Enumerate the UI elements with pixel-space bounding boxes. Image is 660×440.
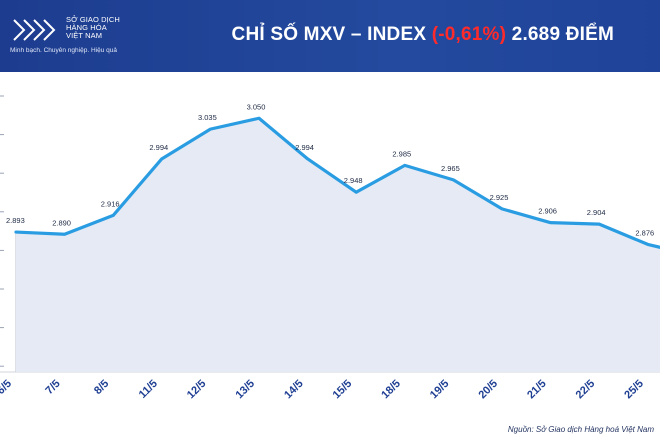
x-tick-label: 15/5 bbox=[331, 378, 355, 402]
data-label: 2.994 bbox=[295, 143, 314, 152]
data-label: 2.994 bbox=[149, 143, 168, 152]
data-label: 2.985 bbox=[392, 149, 411, 158]
x-tick-label: 8/5 bbox=[92, 378, 111, 397]
logo-text-line1: SỞ GIAO DỊCH bbox=[66, 15, 120, 24]
header-bar: SỞ GIAO DỊCH HÀNG HÓA VIỆT NAM Minh bạch… bbox=[0, 0, 660, 72]
data-label: 2.948 bbox=[344, 176, 363, 185]
x-tick-label: 13/5 bbox=[233, 378, 257, 402]
title-change: (-0,61%) bbox=[431, 24, 507, 45]
x-tick-label: 20/5 bbox=[476, 378, 500, 402]
y-axis-ticks bbox=[0, 95, 4, 367]
data-label: 2.965 bbox=[441, 164, 460, 173]
data-label: 2.890 bbox=[52, 218, 71, 227]
x-tick-label: 22/5 bbox=[574, 378, 598, 402]
data-label: 2.906 bbox=[538, 207, 557, 216]
data-label: 2.925 bbox=[490, 193, 509, 202]
data-label: 2.904 bbox=[587, 208, 606, 217]
logo-text-line3: VIỆT NAM bbox=[66, 31, 103, 40]
title-value: 2.689 ĐIỂM bbox=[511, 24, 614, 45]
x-tick-label: 25/5 bbox=[622, 378, 646, 402]
series-line bbox=[14, 116, 660, 249]
logo-mark-icon bbox=[13, 19, 56, 41]
mxv-logo: SỞ GIAO DỊCH HÀNG HÓA VIỆT NAM Minh bạch… bbox=[10, 14, 160, 64]
data-label: 2.876 bbox=[635, 228, 654, 237]
area-layer bbox=[16, 118, 660, 372]
x-tick-label: 6/5 bbox=[0, 378, 14, 397]
data-label: 2.916 bbox=[101, 199, 120, 208]
x-tick-label: 7/5 bbox=[43, 378, 62, 397]
data-label: 2.893 bbox=[6, 216, 25, 225]
x-tick-label: 19/5 bbox=[428, 378, 452, 402]
x-axis-labels: 6/5 7/5 8/5 11/5 12/5 13/5 14/5 15/5 18/5 19/5 20/… bbox=[0, 378, 646, 402]
data-label: 3.035 bbox=[198, 113, 217, 122]
data-labels: 2.893 2.890 2.916 2.994 3.035 3.050 2.994 2.948… bbox=[6, 102, 654, 237]
x-tick-label: 14/5 bbox=[282, 378, 306, 402]
chart-title: CHỈ SỐ MXV – INDEX (-0,61%) 2.689 ĐIỂM bbox=[232, 24, 614, 46]
x-tick-label: 21/5 bbox=[525, 378, 549, 402]
source-note: Nguồn: Sở Giao dịch Hàng hoá Việt Nam bbox=[507, 425, 654, 434]
logo-tagline: Minh bạch. Chuyên nghiệp. Hiệu quả bbox=[10, 47, 117, 54]
x-tick-label: 12/5 bbox=[185, 378, 209, 402]
x-tick-label: 11/5 bbox=[137, 378, 160, 401]
line-layer bbox=[14, 116, 660, 249]
title-prefix: CHỈ SỐ MXV – INDEX bbox=[231, 24, 427, 45]
mxv-index-chart: 2.893 2.890 2.916 2.994 3.035 3.050 2.994 2.948… bbox=[0, 95, 660, 402]
area-fill bbox=[16, 118, 660, 372]
x-tick-label: 18/5 bbox=[379, 378, 403, 402]
data-label: 3.050 bbox=[247, 102, 266, 111]
logo-text-line2: HÀNG HÓA bbox=[66, 23, 107, 32]
